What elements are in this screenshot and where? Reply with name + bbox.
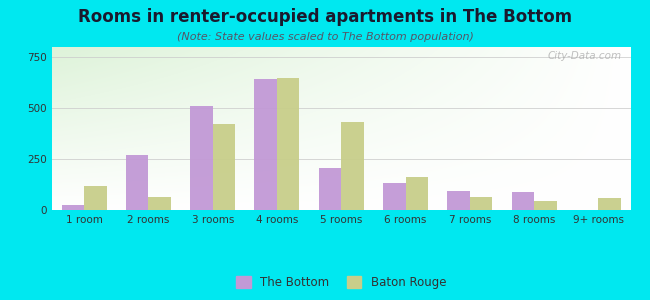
Bar (341, 122, 364, 210)
Bar (599, 198, 621, 210)
Bar (213, 124, 235, 210)
Bar (512, 192, 534, 210)
Bar (190, 106, 213, 210)
Bar (406, 177, 428, 210)
Text: (Note: State values scaled to The Bottom population): (Note: State values scaled to The Bottom… (177, 32, 473, 41)
Text: City-Data.com: City-Data.com (548, 51, 622, 62)
Bar (255, 79, 277, 210)
Bar (148, 197, 171, 210)
Bar (277, 78, 300, 210)
Bar (84, 187, 107, 210)
Bar (62, 205, 84, 210)
Bar (447, 190, 470, 210)
Text: Rooms in renter-occupied apartments in The Bottom: Rooms in renter-occupied apartments in T… (78, 8, 572, 26)
Bar (126, 155, 148, 210)
Bar (470, 197, 492, 210)
Bar (383, 183, 406, 210)
Legend: The Bottom, Baton Rouge: The Bottom, Baton Rouge (237, 276, 446, 289)
Bar (534, 201, 556, 210)
Bar (318, 168, 341, 210)
